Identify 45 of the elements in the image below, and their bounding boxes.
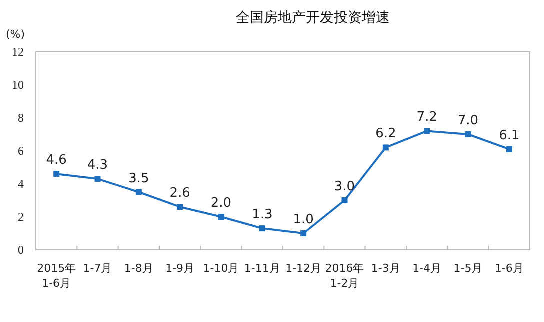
- x-tick-label: 1-3月: [371, 262, 400, 275]
- data-label: 3.0: [334, 180, 356, 194]
- point: [424, 128, 430, 134]
- y-tick-label: 6: [18, 144, 24, 158]
- data-label: 7.2: [416, 110, 438, 126]
- x-tick-label: 1-7月: [83, 262, 112, 275]
- x-tick-label: 1-11月: [244, 262, 280, 275]
- x-tick-label: 1-6月: [494, 262, 524, 275]
- data-label: 7.0: [458, 114, 479, 128]
- point: [94, 176, 101, 182]
- point: [506, 146, 512, 152]
- point: [259, 226, 266, 232]
- data-label: 4.3: [87, 158, 108, 174]
- point: [342, 198, 348, 204]
- y-tick-label: 12: [12, 45, 24, 59]
- chart-title: 全国房地产开发投资增速: [236, 10, 390, 26]
- point: [300, 230, 307, 236]
- point: [382, 144, 389, 151]
- data-label: 2.0: [210, 196, 232, 211]
- x-tick-label: 2015年 1-6月: [37, 262, 76, 290]
- y-tick-label: 0: [18, 243, 24, 257]
- x-tick-label: 1-8月: [124, 262, 154, 275]
- point: [54, 171, 60, 178]
- data-label: 2.6: [170, 186, 190, 202]
- point: [218, 214, 224, 220]
- y-tick-label: 4: [18, 177, 24, 191]
- data-label: 1.3: [252, 208, 273, 223]
- data-label: 6.1: [499, 128, 520, 144]
- data-label: 1.0: [293, 212, 314, 228]
- y-axis-title: (%): [6, 28, 26, 41]
- y-tick-label: 8: [18, 111, 24, 125]
- data-label: 4.6: [46, 153, 67, 168]
- point: [136, 189, 142, 196]
- point: [465, 132, 472, 138]
- y-tick-label: 2: [18, 210, 24, 224]
- x-tick-label: 1-9月: [166, 262, 195, 275]
- y-tick-label: 10: [12, 78, 24, 92]
- data-label: 6.2: [376, 126, 396, 142]
- x-tick-label: 1-12月: [286, 262, 322, 275]
- x-tick-label: 2016年 1-2月: [325, 262, 364, 290]
- x-tick-label: 1-4月: [412, 262, 442, 275]
- x-tick-label: 1-10月: [203, 262, 240, 275]
- data-label: 3.5: [128, 171, 150, 186]
- x-tick-label: 1-5月: [454, 262, 483, 275]
- point: [177, 204, 184, 210]
